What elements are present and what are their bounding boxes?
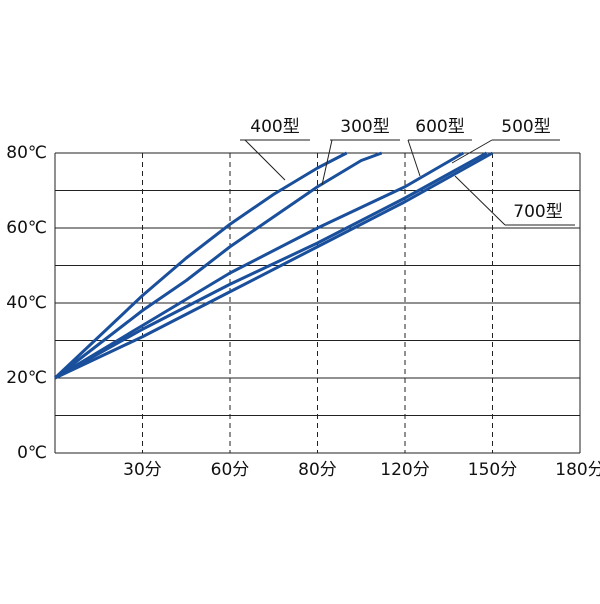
series-label: 300型 bbox=[340, 117, 389, 137]
series-label: 500型 bbox=[501, 117, 550, 137]
callout-leader bbox=[451, 139, 493, 164]
y-tick-label: 40℃ bbox=[6, 293, 47, 313]
series-line bbox=[53, 151, 348, 380]
series-line bbox=[54, 151, 494, 380]
x-tick-label: 30分 bbox=[123, 460, 162, 480]
x-tick-label: 120分 bbox=[380, 460, 429, 480]
y-tick-label: 60℃ bbox=[6, 218, 47, 238]
callout-leader bbox=[407, 139, 421, 177]
series-label: 600型 bbox=[415, 117, 464, 137]
x-tick-label: 80分 bbox=[298, 460, 337, 480]
series-line bbox=[54, 151, 383, 380]
x-tick-label: 180分 bbox=[555, 460, 600, 480]
x-tick-label: 60分 bbox=[211, 460, 250, 480]
y-tick-label: 0℃ bbox=[17, 443, 47, 463]
y-tick-label: 20℃ bbox=[6, 368, 47, 388]
series-label: 700型 bbox=[513, 202, 562, 222]
callout-leader bbox=[244, 139, 286, 181]
callout-leader bbox=[454, 175, 506, 226]
y-tick-label: 80℃ bbox=[6, 143, 47, 163]
x-tick-label: 150分 bbox=[468, 460, 517, 480]
series-label: 400型 bbox=[250, 117, 299, 137]
series-line bbox=[54, 151, 488, 380]
series-line bbox=[54, 151, 465, 380]
callout-leader bbox=[321, 139, 333, 186]
